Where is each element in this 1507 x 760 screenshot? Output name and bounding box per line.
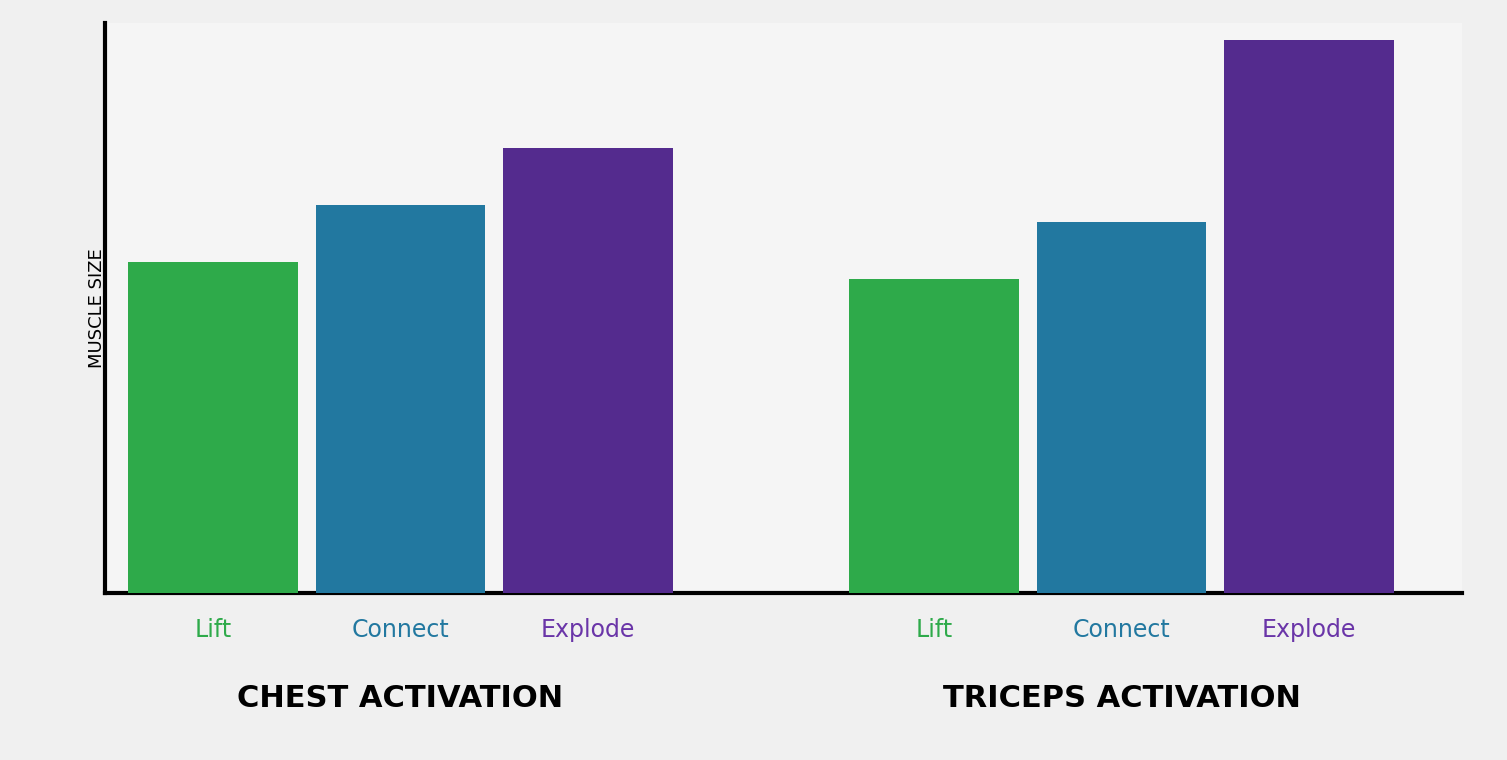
Text: Explode: Explode (541, 619, 636, 642)
Bar (503, 148, 672, 593)
Text: TRICEPS ACTIVATION: TRICEPS ACTIVATION (943, 684, 1301, 713)
Text: Explode: Explode (1261, 619, 1356, 642)
Text: Connect: Connect (351, 619, 449, 642)
Text: Connect: Connect (1073, 619, 1171, 642)
Bar (850, 280, 1019, 593)
Text: Lift: Lift (194, 619, 232, 642)
Text: CHEST ACTIVATION: CHEST ACTIVATION (238, 684, 564, 713)
Bar (128, 262, 297, 593)
Bar (316, 205, 485, 593)
Text: Lift: Lift (915, 619, 952, 642)
Y-axis label: MUSCLE SIZE: MUSCLE SIZE (87, 248, 105, 368)
Bar (1224, 40, 1394, 593)
Bar (1037, 222, 1206, 593)
